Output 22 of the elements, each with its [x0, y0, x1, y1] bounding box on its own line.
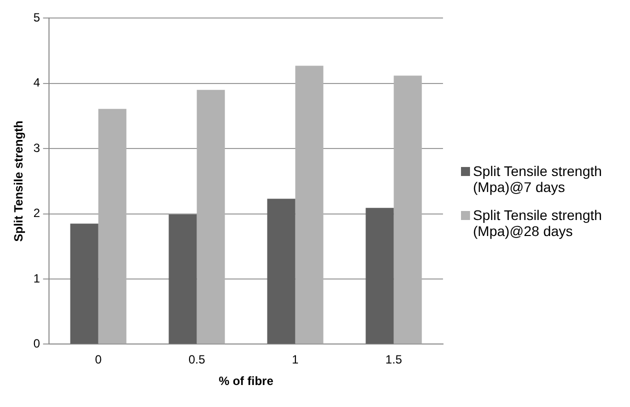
bar — [196, 90, 225, 344]
x-tick-label: 1 — [292, 352, 299, 367]
y-tick-label: 3 — [33, 140, 40, 155]
bar — [168, 214, 197, 344]
y-tick-label: 2 — [33, 206, 40, 220]
y-tick-label: 5 — [33, 10, 40, 25]
y-tick-label: 0 — [33, 336, 40, 351]
x-tick-label: 0 — [94, 352, 102, 367]
legend-label: Split Tensile strength (Mpa)@7 days — [473, 162, 603, 194]
legend-label: Split Tensile strength (Mpa)@28 days — [473, 206, 603, 238]
x-tick-label: 0.5 — [188, 352, 206, 367]
bar — [295, 66, 324, 344]
bar — [98, 108, 126, 344]
y-axis-title: Split Tensile strength — [12, 120, 26, 242]
y-tick-label: 1 — [33, 271, 40, 286]
bar — [394, 76, 422, 344]
bar — [70, 224, 98, 344]
bar — [366, 208, 394, 344]
bar — [267, 198, 296, 344]
y-tick-label: 4 — [33, 76, 40, 90]
x-tick-label: 1.5 — [385, 352, 402, 367]
x-axis-title: % of fibre — [218, 374, 274, 388]
